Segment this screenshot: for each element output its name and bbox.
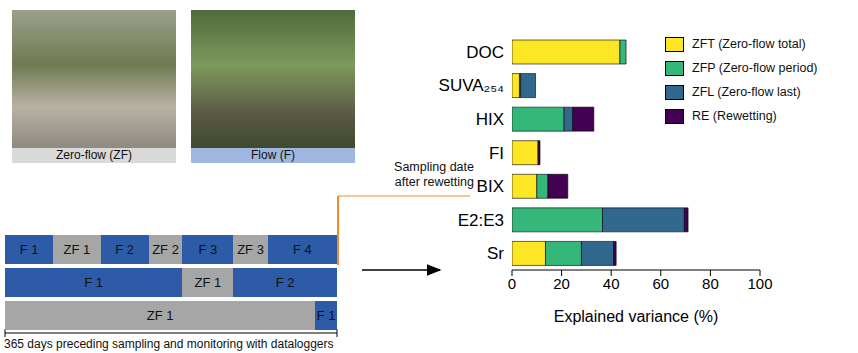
svg-text:100: 100 — [747, 275, 772, 292]
html-text:365 days preceding sampling an: 365 days preceding sampling and monitori… — [4, 337, 334, 351]
svg-text:Explained variance (%): Explained variance (%) — [554, 308, 719, 325]
html-text:ZFT (Zero-flow total): ZFT (Zero-flow total) — [692, 37, 806, 51]
svg-text:SUVA₂₅₄: SUVA₂₅₄ — [439, 76, 504, 95]
html-text:F 2: F 2 — [115, 242, 134, 257]
svg-text:Sr: Sr — [487, 244, 504, 263]
html-text:Sampling date: Sampling date — [394, 160, 474, 174]
html-text:F 1: F 1 — [84, 275, 104, 290]
html-text:ZF 1: ZF 1 — [194, 275, 222, 290]
html-text:after rewetting: after rewetting — [394, 175, 474, 189]
svg-text:E2:E3: E2:E3 — [458, 211, 504, 230]
svg-text:60: 60 — [652, 275, 669, 292]
svg-text:FI: FI — [489, 144, 504, 163]
svg-text:40: 40 — [603, 275, 620, 292]
html-text:ZFP (Zero-flow period): ZFP (Zero-flow period) — [692, 61, 818, 75]
html-text:ZF 2: ZF 2 — [152, 242, 179, 257]
html-text:Zero-flow (ZF): Zero-flow (ZF) — [56, 148, 132, 162]
html-text:F 2: F 2 — [275, 275, 295, 290]
svg-text:BIX: BIX — [477, 177, 504, 196]
html-text:RE (Rewetting): RE (Rewetting) — [692, 109, 777, 123]
html-text:F 4: F 4 — [293, 242, 312, 257]
html-text:ZF 1: ZF 1 — [63, 242, 91, 257]
html-text:F 1: F 1 — [19, 242, 39, 257]
svg-text:DOC: DOC — [466, 43, 504, 62]
svg-text:80: 80 — [702, 275, 719, 292]
html-text:ZFL (Zero-flow last): ZFL (Zero-flow last) — [692, 85, 801, 99]
html-text:ZF 1: ZF 1 — [146, 308, 174, 323]
svg-text:20: 20 — [553, 275, 570, 292]
html-text:F 3: F 3 — [198, 242, 218, 257]
svg-text:HIX: HIX — [476, 110, 504, 129]
html-text:F 1: F 1 — [316, 308, 336, 323]
html-text:Flow (F): Flow (F) — [251, 148, 295, 162]
html-text:ZF 3: ZF 3 — [237, 242, 264, 257]
svg-text:0: 0 — [508, 275, 516, 292]
